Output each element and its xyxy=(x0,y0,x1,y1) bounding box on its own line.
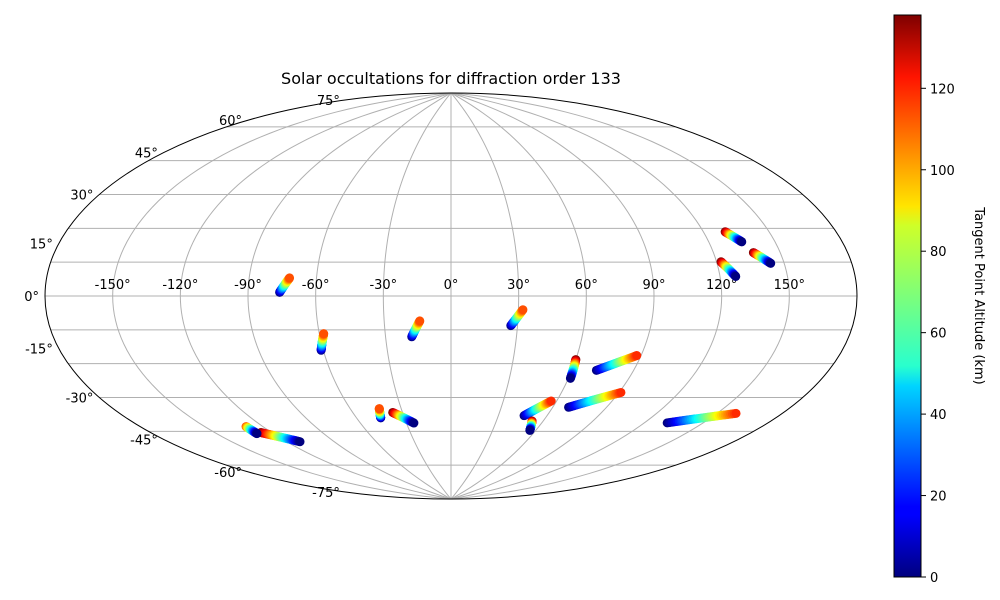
longitude-tick-label: 150° xyxy=(774,278,805,293)
longitude-tick-label: 30° xyxy=(507,278,530,293)
latitude-tick-label: -45° xyxy=(130,434,158,449)
map-frame xyxy=(44,92,858,500)
occultation-track xyxy=(506,305,528,331)
latitude-tick-label: -30° xyxy=(66,392,94,407)
occultation-point xyxy=(525,425,535,435)
longitude-tick-label: 120° xyxy=(706,278,737,293)
latitude-tick-label: 60° xyxy=(219,114,242,129)
longitude-tick-label: 0° xyxy=(444,278,459,293)
longitude-tick-label: 90° xyxy=(642,278,665,293)
longitude-gridline xyxy=(450,93,520,499)
occultation-point xyxy=(285,273,295,283)
latitude-tick-labels: -75° -60° -45° -30° -15° 0° 15° 30° 45° 60° 75° xyxy=(24,94,340,501)
colorbar xyxy=(893,14,922,578)
colorbar-tick-label: 60 xyxy=(930,327,947,342)
occultation-track xyxy=(662,408,741,428)
occultation-track xyxy=(748,248,776,268)
longitude-tick-label: -120° xyxy=(162,278,198,293)
occultation-point xyxy=(409,418,419,428)
occultation-point xyxy=(632,351,642,361)
longitude-gridline xyxy=(450,93,587,499)
occultation-track xyxy=(407,316,425,342)
occultation-point xyxy=(415,316,425,326)
occultation-track xyxy=(241,422,262,439)
occultation-track xyxy=(316,329,329,355)
colorbar-label: Tangent Point Altitude (km) xyxy=(971,206,986,384)
chart-title: Solar occultations for diffraction order… xyxy=(281,69,621,88)
occultation-track xyxy=(256,428,305,447)
latitude-tick-label: 30° xyxy=(70,189,93,204)
longitude-gridline xyxy=(179,93,452,499)
longitude-tick-label: -90° xyxy=(234,278,262,293)
occultation-point xyxy=(766,258,776,268)
occultation-point xyxy=(737,237,747,247)
occultation-point xyxy=(731,271,741,281)
occultation-point xyxy=(374,404,384,414)
colorbar-tick-label: 0 xyxy=(930,571,938,586)
longitude-gridline xyxy=(247,93,452,499)
occultation-point xyxy=(252,429,262,439)
longitude-tick-label: -60° xyxy=(302,278,330,293)
latitude-tick-label: 15° xyxy=(30,237,53,252)
latitude-tick-label: -15° xyxy=(25,343,53,358)
occultation-track xyxy=(720,227,747,247)
longitude-tick-labels: -150° -120° -90° -60° -30° 0° 30° 60° 90° 120° 150… xyxy=(95,278,805,293)
occultation-track xyxy=(275,273,295,297)
longitude-gridline xyxy=(382,93,452,499)
occultation-track xyxy=(565,355,581,383)
occultation-point xyxy=(319,329,329,339)
longitude-gridline xyxy=(450,93,723,499)
longitude-gridline xyxy=(315,93,452,499)
occultation-point xyxy=(616,387,626,397)
colorbar-tick-label: 80 xyxy=(930,245,947,260)
colorbar-tick-label: 100 xyxy=(930,164,955,179)
occultation-track xyxy=(519,396,556,421)
occultation-track xyxy=(591,351,642,375)
occultation-track xyxy=(564,387,626,412)
longitude-gridline xyxy=(112,93,452,499)
occultation-track xyxy=(525,416,537,435)
colorbar-tick-label: 20 xyxy=(930,490,947,505)
colorbar-tick-label: 40 xyxy=(930,408,947,423)
latitude-tick-label: 0° xyxy=(24,290,39,305)
colorbar-tick-label: 120 xyxy=(930,82,955,97)
longitude-tick-label: -30° xyxy=(369,278,397,293)
occultation-track xyxy=(388,407,419,428)
occultation-point xyxy=(518,305,528,315)
longitude-gridline xyxy=(450,93,655,499)
occultation-point xyxy=(731,408,741,418)
longitude-tick-label: -150° xyxy=(95,278,131,293)
latitude-tick-label: -75° xyxy=(312,486,340,501)
occultation-point xyxy=(565,373,575,383)
occultation-points xyxy=(241,227,776,447)
colorbar-ticks: 0 20 40 60 80 100 120 xyxy=(921,82,955,586)
occultation-track xyxy=(374,404,386,423)
longitude-gridline xyxy=(450,93,790,499)
latitude-tick-label: -60° xyxy=(214,466,242,481)
occultation-track xyxy=(716,257,741,281)
longitude-tick-label: 60° xyxy=(575,278,598,293)
occultation-point xyxy=(546,396,556,406)
latitude-tick-label: 45° xyxy=(135,146,158,161)
occultation-point xyxy=(295,437,305,447)
latitude-tick-label: 75° xyxy=(317,94,340,109)
